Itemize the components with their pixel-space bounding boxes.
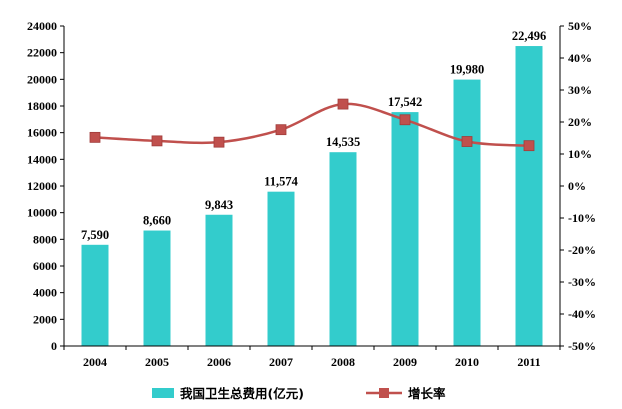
y-left-tick-label: 18000 [27,99,57,113]
bar-data-label: 9,843 [205,198,233,212]
y-right-tick-label: -50% [568,339,596,353]
line-path [94,102,530,147]
bar-data-label: 14,535 [326,135,360,149]
bar-data-label: 17,542 [388,95,422,109]
y-left-tick-label: 4000 [33,286,57,300]
y-right-tick-label: -40% [568,307,596,321]
bar [205,214,233,346]
axes-frame [63,26,561,347]
line-marker [151,135,163,147]
y-right-tick-label: 40% [568,51,592,65]
y-left-tick-label: 16000 [27,126,57,140]
bar-data-label: 7,590 [81,228,109,242]
line-marker [399,114,411,126]
bar [143,230,171,346]
y-right-tick-label: -10% [568,211,596,225]
y-left-tick-label: 14000 [27,152,57,166]
x-tick-label: 2006 [207,355,231,369]
x-tick-label: 2009 [393,355,417,369]
bar-series [81,46,543,347]
y-right-tick-label: 20% [568,115,592,129]
line-marker [523,140,535,152]
line-series [89,98,535,152]
bar [81,244,109,346]
line-marker [213,136,225,148]
y-left-axis: 0 2000 4000 6000 8000 10000 12000 14000 16000 180… [27,19,64,353]
line-marker [337,98,349,110]
x-tick-label: 2011 [517,355,540,369]
y-right-tick-label: 50% [568,19,592,33]
bar [267,191,295,346]
bar-data-labels: 7,590 8,660 9,843 11,574 14,535 17,542 19,980 2… [81,29,546,242]
y-right-tick-label: 10% [568,147,592,161]
legend: 我国卫生总费用(亿元) 增长率 [152,386,446,401]
y-right-tick-label: 0% [568,179,586,193]
line-marker [275,124,287,136]
y-left-tick-label: 24000 [27,19,57,33]
bar [329,152,357,346]
x-axis: 2004 2005 2006 2007 2008 2009 2010 2011 [63,346,561,369]
y-left-tick-label: 8000 [33,232,57,246]
x-tick-label: 2005 [145,355,169,369]
bar-data-label: 19,980 [450,63,484,77]
bar [453,79,481,346]
bar [391,112,419,347]
y-left-tick-label: 20000 [27,72,57,86]
y-left-tick-label: 6000 [33,259,57,273]
x-tick-label: 2004 [83,355,107,369]
y-left-tick-label: 10000 [27,206,57,220]
bar-data-label: 22,496 [512,29,546,43]
legend-line-label: 增长率 [408,386,446,401]
line-marker [461,136,473,147]
y-right-axis: -50% -40% -30% -20% -10% 0% 10% 20% 30% 40% 50% [560,19,596,353]
x-tick-label: 2008 [331,355,355,369]
y-left-tick-label: 2000 [33,312,57,326]
legend-bar-swatch [152,388,174,398]
y-left-tick-label: 0 [51,339,57,353]
y-right-tick-label: 30% [568,83,592,97]
line-marker [89,131,101,143]
legend-bar-label: 我国卫生总费用(亿元) [180,386,304,401]
y-left-tick-label: 12000 [27,179,57,193]
x-tick-label: 2007 [269,355,293,369]
x-tick-label: 2010 [455,355,479,369]
bar-data-label: 8,660 [143,214,171,228]
legend-line-marker [379,388,389,398]
y-right-tick-label: -30% [568,275,596,289]
bar-data-label: 11,574 [264,175,298,189]
bar [515,46,543,346]
y-right-tick-label: -20% [568,243,596,257]
y-left-tick-label: 22000 [27,46,57,60]
